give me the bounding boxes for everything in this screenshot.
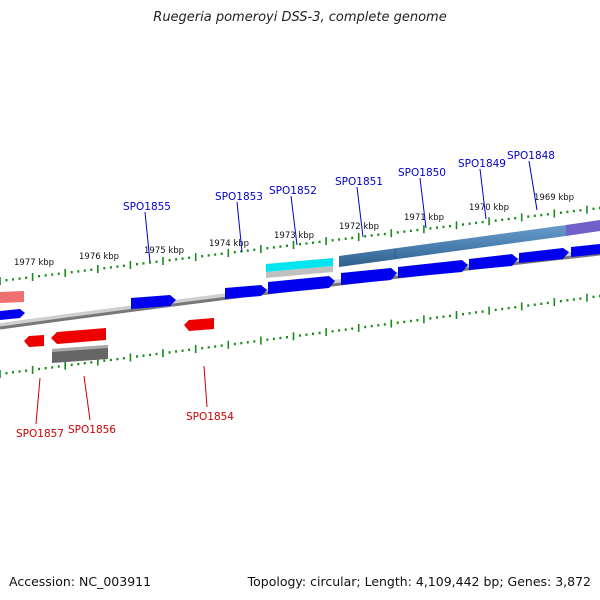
gene-arrow[interactable] [571, 244, 600, 257]
gene-label-forward[interactable]: SPO1852 [269, 185, 317, 197]
gene-arrow[interactable] [131, 295, 176, 309]
cog-band-blue [339, 225, 566, 267]
kbp-label: 1975 kbp [144, 246, 184, 256]
cog-band-gray-top [52, 345, 108, 352]
cog-band-cyan [266, 258, 333, 272]
gene-label-forward[interactable]: SPO1849 [458, 158, 506, 170]
gene-arrow[interactable] [184, 318, 214, 331]
gene-arrow[interactable] [341, 268, 397, 285]
gene-arrow[interactable] [24, 335, 44, 347]
kbp-label: 1974 kbp [209, 239, 249, 249]
kbp-label: 1970 kbp [469, 203, 509, 213]
gene-label-forward[interactable]: SPO1855 [123, 201, 171, 213]
kbp-label: 1973 kbp [274, 231, 314, 241]
gene-arrow[interactable] [398, 260, 468, 278]
accession-text: Accession: NC_003911 [9, 574, 152, 589]
gene-arrow[interactable] [51, 328, 106, 344]
gene-arrow[interactable] [519, 248, 569, 263]
kbp-label: 1969 kbp [534, 193, 574, 203]
kbp-label: 1971 kbp [404, 213, 444, 223]
kbp-label: 1976 kbp [79, 252, 119, 262]
gene-label-reverse[interactable]: SPO1854 [186, 411, 234, 423]
gene-label-forward[interactable]: SPO1848 [507, 150, 555, 162]
gene-label-forward[interactable]: SPO1850 [398, 167, 446, 179]
lower-scale-ticks [0, 293, 600, 378]
cog-band-purple [566, 220, 600, 236]
gene-arrow[interactable] [469, 254, 518, 270]
forward-genes [0, 244, 600, 320]
kbp-label: 1977 kbp [14, 258, 54, 268]
cog-band-cyan-shadow [266, 266, 333, 278]
gene-label-forward[interactable]: SPO1853 [215, 191, 263, 203]
genome-summary-text: Topology: circular; Length: 4,109,442 bp… [247, 574, 591, 589]
gene-label-reverse[interactable]: SPO1856 [68, 424, 116, 436]
kbp-label: 1972 kbp [339, 222, 379, 232]
gene-label-reverse[interactable]: SPO1857 [16, 428, 64, 440]
upper-scale-ticks [0, 205, 600, 285]
gene-arrow[interactable] [268, 276, 335, 294]
reverse-genes [24, 318, 214, 347]
feature-bands-upper [0, 220, 600, 303]
cog-band-pink [0, 291, 24, 303]
gene-arrow[interactable] [225, 285, 267, 299]
gene-label-forward[interactable]: SPO1851 [335, 176, 383, 188]
gene-arrow[interactable] [0, 309, 25, 320]
page-title: Ruegeria pomeroyi DSS-3, complete genome [153, 10, 447, 25]
